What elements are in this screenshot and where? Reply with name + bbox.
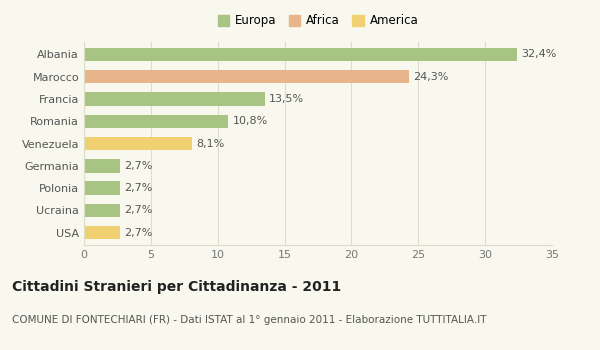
Bar	[84, 204, 120, 217]
Bar	[84, 92, 265, 106]
Text: 2,7%: 2,7%	[124, 183, 152, 193]
Bar	[84, 70, 409, 83]
Text: 10,8%: 10,8%	[232, 116, 268, 126]
Legend: Europa, Africa, America: Europa, Africa, America	[213, 9, 423, 32]
Bar	[84, 137, 193, 150]
Bar	[84, 181, 120, 195]
Text: 2,7%: 2,7%	[124, 228, 152, 238]
Text: COMUNE DI FONTECHIARI (FR) - Dati ISTAT al 1° gennaio 2011 - Elaborazione TUTTIT: COMUNE DI FONTECHIARI (FR) - Dati ISTAT …	[12, 315, 487, 325]
Text: 13,5%: 13,5%	[269, 94, 304, 104]
Text: 2,7%: 2,7%	[124, 205, 152, 215]
Text: 32,4%: 32,4%	[521, 49, 557, 59]
Text: 2,7%: 2,7%	[124, 161, 152, 171]
Text: 24,3%: 24,3%	[413, 72, 448, 82]
Bar	[84, 159, 120, 173]
Bar	[84, 226, 120, 239]
Text: Cittadini Stranieri per Cittadinanza - 2011: Cittadini Stranieri per Cittadinanza - 2…	[12, 280, 341, 294]
Text: 8,1%: 8,1%	[196, 139, 224, 148]
Bar	[84, 48, 517, 61]
Bar	[84, 114, 229, 128]
